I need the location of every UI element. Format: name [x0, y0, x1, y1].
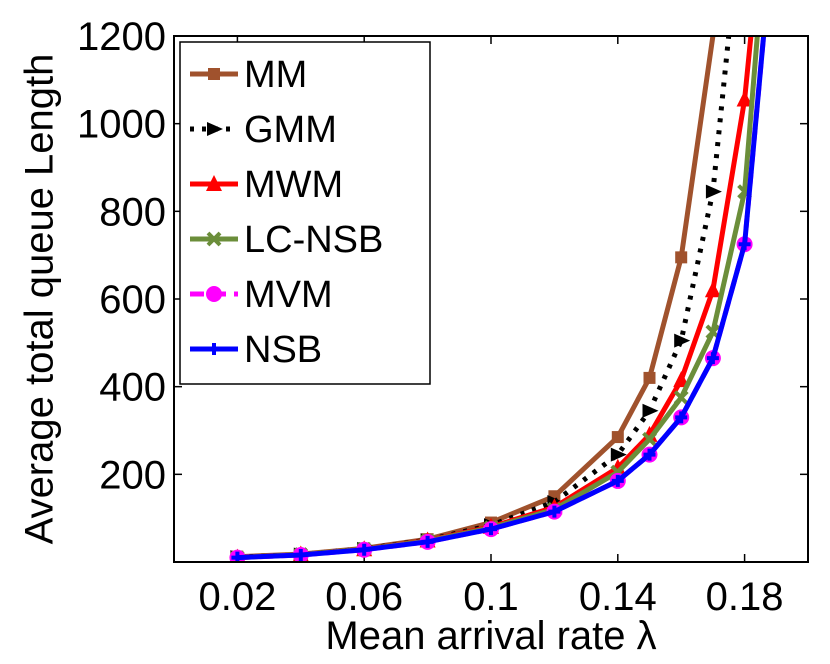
data-point	[485, 523, 497, 536]
data-point	[611, 431, 624, 444]
data-point	[675, 251, 688, 264]
data-point	[673, 371, 690, 388]
x-axis-label: Mean arrival rate λ	[325, 614, 656, 658]
y-axis-label-group: Average total queue Length	[18, 54, 62, 545]
data-point	[674, 333, 691, 348]
legend-label: MWM	[244, 164, 343, 206]
legend-item: GMM	[190, 109, 337, 151]
y-tick-label: 600	[99, 278, 166, 322]
legend-item: NSB	[190, 329, 322, 371]
y-tick-label: 200	[99, 453, 166, 497]
data-point	[643, 371, 656, 384]
legend-label: LC-NSB	[244, 219, 383, 261]
data-point	[206, 175, 222, 191]
data-point	[208, 343, 220, 355]
y-tick-label: 1200	[77, 15, 166, 59]
plot-frame	[173, 35, 809, 563]
legend-label: MM	[244, 54, 307, 96]
data-point	[294, 548, 307, 561]
series-nsb	[231, 36, 767, 562]
data-point	[611, 474, 624, 487]
data-point	[548, 505, 561, 518]
x-tick-label: 0.02	[198, 575, 276, 619]
y-axis-label: Average total queue Length	[18, 54, 62, 545]
legend: MM GMM MWM LC-NSB MVM NSB	[179, 41, 431, 385]
data-point	[642, 431, 657, 447]
legend-label: GMM	[244, 109, 337, 151]
data-point	[206, 286, 222, 302]
data-point	[706, 352, 719, 365]
legend-item: MVM	[190, 274, 333, 316]
legend-item: MM	[190, 54, 307, 96]
data-point	[207, 122, 223, 136]
data-point	[206, 231, 222, 247]
legend-item: LC-NSB	[190, 219, 383, 261]
legend-box	[179, 41, 431, 385]
x-tick-label: 0.14	[579, 575, 657, 619]
data-point	[358, 543, 371, 556]
data-point	[642, 403, 659, 418]
x-tick-label: 0.06	[325, 575, 403, 619]
data-point	[704, 281, 721, 298]
data-point	[673, 390, 689, 406]
legend-label: MVM	[244, 274, 333, 316]
series-line	[237, 36, 767, 561]
y-tick-label: 1000	[77, 103, 166, 147]
x-tick-label: 0.1	[463, 575, 519, 619]
axis-ticks: 0.02 0.06 0.1 0.14 0.18 200 400 600 800 1000 1200	[77, 15, 808, 619]
legend-item: MWM	[190, 164, 343, 206]
y-tick-label: 800	[99, 190, 166, 234]
data-point	[643, 448, 656, 461]
x-tick-label: 0.18	[706, 575, 784, 619]
data-point	[421, 535, 434, 548]
data-point	[208, 68, 220, 80]
data-point	[610, 447, 627, 462]
data-point	[675, 411, 688, 424]
data-point	[736, 90, 753, 107]
y-tick-label: 400	[99, 366, 166, 410]
data-point	[738, 238, 751, 251]
data-point	[705, 184, 722, 199]
series-layer	[229, 36, 767, 562]
legend-label: NSB	[244, 329, 322, 371]
